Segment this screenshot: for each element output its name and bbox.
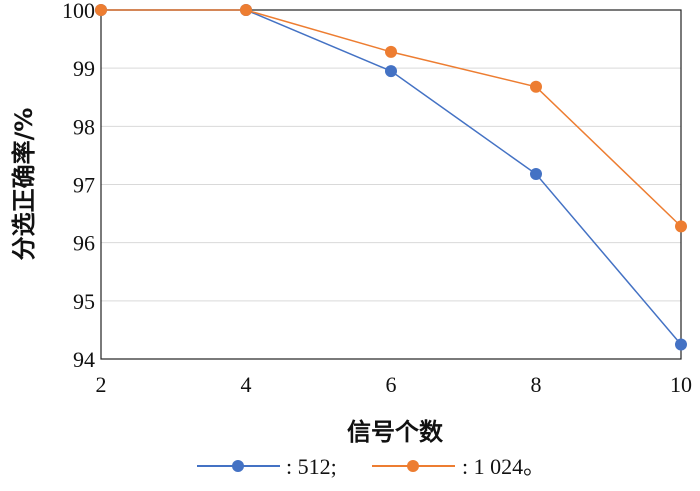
y-tick-97: 97 xyxy=(73,173,95,198)
grid-lines xyxy=(101,67,681,302)
point-512-x8 xyxy=(530,168,542,181)
y-tick-98: 98 xyxy=(73,114,95,139)
point-1024-x6 xyxy=(385,45,397,58)
y-tick-95: 95 xyxy=(73,289,95,314)
y-tick-100: 100 xyxy=(62,0,95,23)
legend-marker-512 xyxy=(232,460,244,472)
x-tick-6: 6 xyxy=(386,372,397,397)
x-tick-10: 10 xyxy=(670,372,692,397)
legend-label-512: : 512; xyxy=(286,454,337,479)
y-tick-96: 96 xyxy=(73,231,95,256)
y-tick-94: 94 xyxy=(73,347,95,372)
legend-marker-1024 xyxy=(407,460,419,472)
plot-frame xyxy=(100,9,682,360)
legend: : 512; : 1 024。 xyxy=(197,454,545,479)
point-1024-x2 xyxy=(95,4,107,16)
x-tick-8: 8 xyxy=(531,372,542,397)
y-tick-99: 99 xyxy=(73,56,95,81)
x-tick-2: 2 xyxy=(96,372,107,397)
legend-label-1024: : 1 024。 xyxy=(462,454,545,479)
y-tick-labels: 94 95 96 97 98 99 100 xyxy=(62,0,95,372)
point-1024-x8 xyxy=(530,80,542,93)
x-axis-title: 信号个数 xyxy=(347,418,444,446)
point-512-x10 xyxy=(675,338,687,351)
x-tick-labels: 2 4 6 8 10 xyxy=(96,372,693,397)
point-512-x6 xyxy=(385,65,397,78)
x-tick-4: 4 xyxy=(241,372,252,397)
series-group xyxy=(95,4,687,351)
series-line-1024 xyxy=(101,9,682,227)
series-line-512 xyxy=(101,9,682,345)
y-axis-title: 分选正确率/% xyxy=(10,108,38,261)
point-1024-x10 xyxy=(675,220,687,233)
point-1024-x4 xyxy=(240,4,252,16)
